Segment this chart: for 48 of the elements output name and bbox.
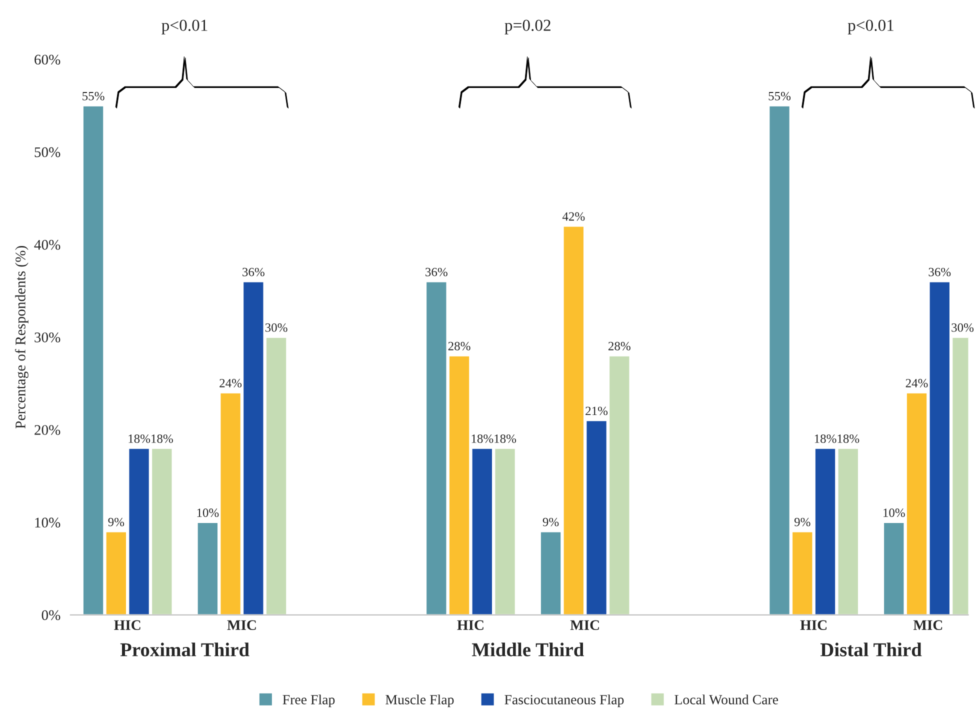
x-tick-label: HIC xyxy=(457,620,484,630)
legend-label: Local Wound Care xyxy=(674,694,778,704)
data-label: 18% xyxy=(838,434,860,443)
data-label: 30% xyxy=(265,323,288,332)
text: Distal Third xyxy=(820,642,922,656)
data-label: 36% xyxy=(928,268,951,276)
data-label: 24% xyxy=(220,378,242,388)
text: Middle Third xyxy=(472,642,584,656)
legend-label: Fasciocutaneous Flap xyxy=(504,694,624,708)
data-label: 30% xyxy=(952,323,974,332)
data-label: 18% xyxy=(494,434,516,443)
data-label: 28% xyxy=(448,342,470,350)
x-tick-label: MIC xyxy=(227,620,256,630)
data-label: 28% xyxy=(608,342,630,350)
data-label: 18% xyxy=(152,434,173,443)
legend-label: Muscle Flap xyxy=(386,694,454,708)
data-label: 10% xyxy=(884,508,905,518)
text: Proximal Third xyxy=(120,642,250,656)
text: p=0.02 xyxy=(504,20,550,34)
y-axis-title: Percentage of Respondents (%) xyxy=(14,246,28,428)
data-label: 9% xyxy=(794,518,810,526)
text: p<0.01 xyxy=(162,20,208,34)
x-tick-label: MIC xyxy=(570,620,599,630)
data-label: 18% xyxy=(472,434,494,443)
y-tick-label: 50% xyxy=(34,147,60,158)
data-label: 55% xyxy=(82,92,104,100)
data-label: 9% xyxy=(108,518,124,526)
data-label: 18% xyxy=(128,434,150,443)
legend-label: Free Flap xyxy=(282,694,335,708)
text: p<0.01 xyxy=(848,20,894,34)
data-label: 24% xyxy=(906,378,928,388)
y-tick-label: 0% xyxy=(42,610,60,620)
x-tick-label: HIC xyxy=(114,620,140,630)
data-label: 55% xyxy=(768,92,791,100)
y-tick-label: 10% xyxy=(35,518,60,528)
y-tick-label: 30% xyxy=(34,332,60,342)
data-label: 18% xyxy=(814,434,836,443)
y-tick-label: 60% xyxy=(34,54,60,65)
y-tick-label: 20% xyxy=(34,425,60,435)
data-label: 36% xyxy=(426,268,448,276)
x-tick-label: HIC xyxy=(800,620,826,630)
data-label: 36% xyxy=(242,268,264,276)
data-label: 42% xyxy=(562,212,585,221)
data-label: 21% xyxy=(586,406,608,416)
y-tick-label: 40% xyxy=(34,240,60,250)
x-tick-label: MIC xyxy=(913,620,942,630)
data-label: 9% xyxy=(542,518,559,526)
data-label: 10% xyxy=(197,508,219,518)
